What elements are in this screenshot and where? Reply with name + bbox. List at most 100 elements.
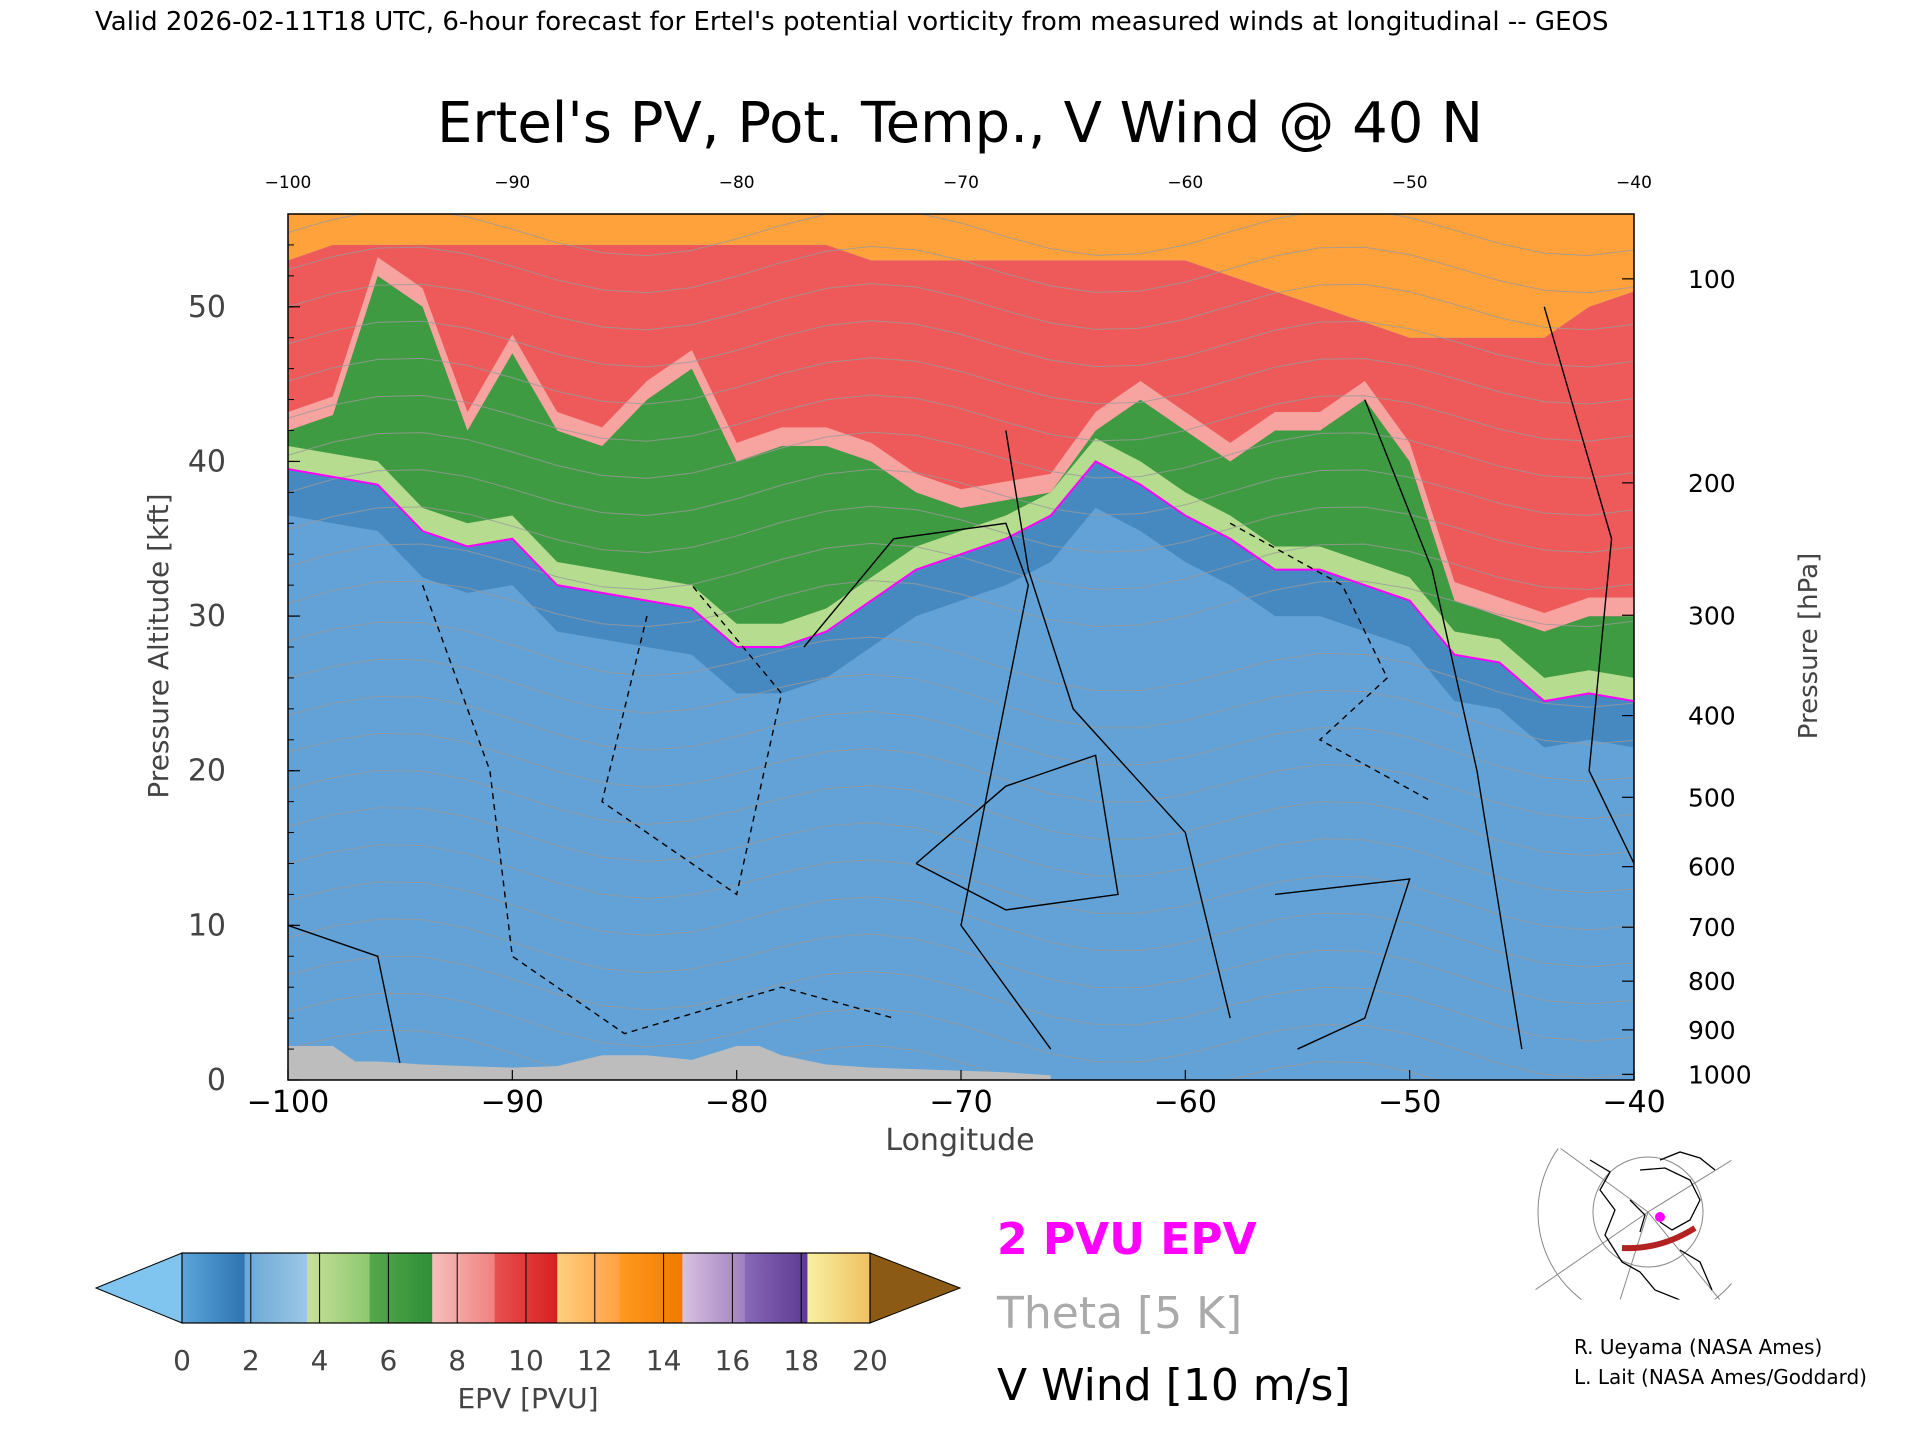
pv-band-tropopause-edge <box>288 461 1634 748</box>
theta-contour-line <box>288 955 1634 1042</box>
y-right-tick-label: 500 <box>1688 783 1736 812</box>
y-axis-right-label: Pressure [hPa] <box>1794 553 1824 740</box>
y-left-tick-label: 30 <box>188 599 226 634</box>
pv-band-red <box>288 244 1634 632</box>
y-axis-left-label: Pressure Altitude [kft] <box>142 493 175 798</box>
pv-band-pink <box>288 257 1634 632</box>
theta-contour-line <box>288 770 1634 857</box>
y-left-tick-label: 0 <box>207 1063 226 1098</box>
legend-epv: 2 PVU EPV <box>997 1214 1257 1265</box>
theta-contour-line <box>288 283 1634 331</box>
y-left-tick-label: 10 <box>188 908 226 943</box>
y-left-tick-label: 20 <box>188 754 226 789</box>
v-wind-contour-line <box>803 522 1052 1050</box>
colorbar-tick-label: 14 <box>646 1344 682 1377</box>
v-wind-contour-line <box>1543 306 1634 864</box>
colorbar-tick-label: 12 <box>577 1344 613 1377</box>
legend-wind: V Wind [10 m/s] <box>997 1360 1351 1411</box>
colorbar-tick-label: 18 <box>783 1344 819 1377</box>
theta-contour-line <box>288 733 1634 820</box>
colorbar-segment <box>744 1253 808 1323</box>
map-meridian <box>1647 1211 1721 1300</box>
colorbar-segment <box>369 1253 433 1323</box>
y-right-tick-label: 200 <box>1688 469 1736 498</box>
colorbar-segment <box>619 1253 683 1323</box>
colorbar-tick-label: 2 <box>242 1344 260 1377</box>
theta-contour-line <box>288 658 1634 745</box>
map-meridian <box>1559 1148 1649 1213</box>
map-marker <box>1655 1212 1665 1222</box>
theta-contour-line <box>288 320 1634 368</box>
pv-band-orange <box>288 214 1634 338</box>
map-meridian <box>1647 1159 1732 1213</box>
theta-contour-line <box>288 357 1634 405</box>
colorbar-tick-label: 8 <box>448 1344 466 1377</box>
map-track <box>1621 1225 1697 1252</box>
theta-contour-line <box>288 807 1634 894</box>
v-wind-contours <box>288 306 1634 1065</box>
x-axis-label: Longitude <box>885 1123 1034 1158</box>
x-tick-label: −100 <box>247 1085 329 1120</box>
y-right-tick-label: 800 <box>1688 967 1736 996</box>
colorbar-segment <box>557 1253 621 1323</box>
theta-contour-line <box>288 881 1634 968</box>
colorbar-segment <box>244 1253 308 1323</box>
credit-line-1: R. Ueyama (NASA Ames) <box>1574 1335 1822 1359</box>
v-wind-contour-line <box>421 584 894 1035</box>
map-grid-circle <box>1592 1156 1704 1268</box>
chart-title: Ertel's PV, Pot. Temp., V Wind @ 40 N <box>437 91 1483 156</box>
credit-line-2: L. Lait (NASA Ames/Goddard) <box>1574 1365 1867 1389</box>
colorbar-tick-label: 6 <box>379 1344 397 1377</box>
colorbar-segment <box>182 1253 246 1323</box>
theta-contour-line <box>288 542 1634 591</box>
x-tick-label: −60 <box>1154 1085 1217 1120</box>
v-wind-contour-line <box>1274 878 1411 1050</box>
x-tick-label: −40 <box>1602 1085 1665 1120</box>
topography <box>288 1045 1051 1080</box>
x-tick-label: −90 <box>481 1085 544 1120</box>
y-right-tick-label: 600 <box>1688 853 1736 882</box>
colorbar-segment <box>432 1253 496 1323</box>
theta-contour-line <box>288 695 1634 782</box>
y-right-tick-label: 700 <box>1688 913 1736 942</box>
x-top-tick-label: −50 <box>1392 173 1428 193</box>
plot-area <box>288 214 1634 1080</box>
colorbar-segment <box>307 1253 371 1323</box>
v-wind-contour-line <box>1364 399 1523 1050</box>
y-right-tick-label: 100 <box>1688 265 1736 294</box>
x-top-tick-label: −80 <box>719 173 755 193</box>
v-wind-contour-line <box>601 584 783 896</box>
y-right-tick-label: 300 <box>1688 601 1736 630</box>
y-left-tick-label: 50 <box>188 290 226 325</box>
colorbar-segment <box>807 1253 871 1323</box>
colorbar-over-arrow <box>869 1252 962 1324</box>
x-top-tick-label: −60 <box>1167 173 1203 193</box>
x-tick-label: −50 <box>1378 1085 1441 1120</box>
legend-theta: Theta [5 K] <box>996 1288 1242 1339</box>
map-meridian <box>1535 1211 1649 1291</box>
theta-contour-line <box>288 580 1634 628</box>
theta-contour-line <box>288 246 1634 294</box>
axes: −100 −100 −90 −90 −80 −80 −70 −70 −60 −60 −50 −50 −4… <box>188 173 1752 1120</box>
theta-contour-line <box>288 394 1634 442</box>
theta-contours <box>288 214 1634 1080</box>
theta-contour-line <box>288 621 1634 708</box>
x-tick-label: −70 <box>929 1085 992 1120</box>
theta-contour-line <box>288 214 1634 257</box>
v-wind-contour-line <box>1005 430 1231 1019</box>
x-top-tick-label: −100 <box>265 173 312 193</box>
colorbar: 0 2 4 6 8 10 12 14 16 18 20 <box>94 1252 962 1377</box>
colorbar-tick-label: 20 <box>852 1344 888 1377</box>
inset-map <box>1534 1147 1733 1301</box>
pv-bands <box>288 214 1634 1080</box>
y-right-tick-label: 400 <box>1688 702 1736 731</box>
map-grid-circle <box>1537 1148 1732 1300</box>
colorbar-label: EPV [PVU] <box>457 1382 598 1415</box>
y-right-tick-label: 900 <box>1688 1016 1736 1045</box>
colorbar-tick-label: 4 <box>311 1344 329 1377</box>
theta-contour-line <box>288 431 1634 479</box>
tropopause-2pvu-line <box>288 460 1634 703</box>
colorbar-tick-label: 16 <box>715 1344 751 1377</box>
y-right-tick-label: 1000 <box>1688 1060 1752 1089</box>
